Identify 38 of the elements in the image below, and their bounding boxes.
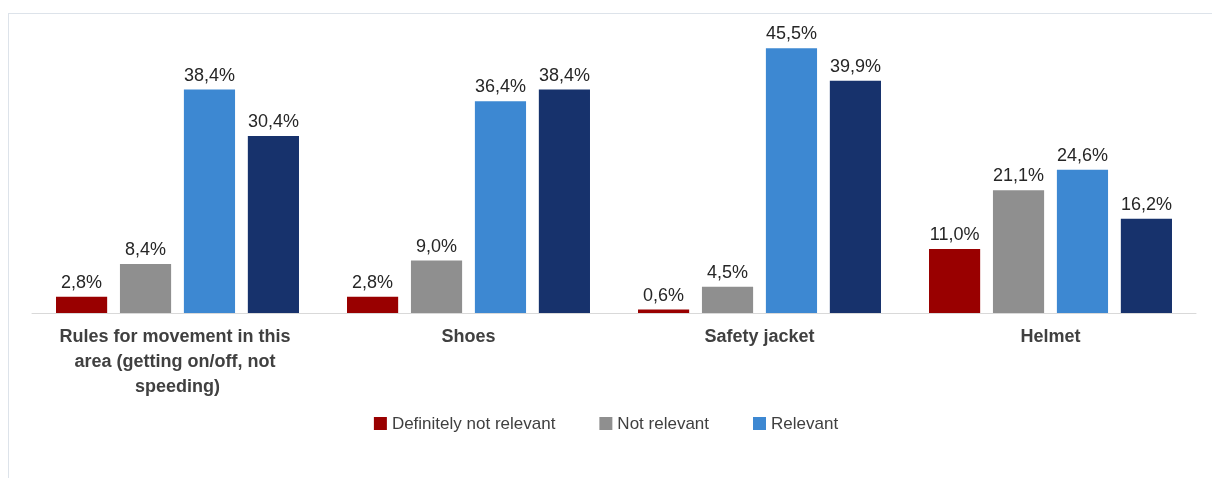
data-label: 2,8%: [61, 271, 103, 292]
data-label: 38,4%: [538, 64, 590, 85]
legend-label: Not relevant: [617, 414, 710, 433]
data-label: 24,6%: [1056, 144, 1108, 165]
data-label: 39,9%: [829, 55, 881, 76]
bar: [474, 101, 527, 313]
data-label: 2,8%: [352, 271, 394, 292]
data-label: 30,4%: [247, 111, 299, 132]
bar: [410, 260, 463, 313]
data-label: 36,4%: [474, 76, 526, 97]
bar: [701, 286, 754, 313]
bar: [929, 248, 981, 313]
data-label: 11,0%: [929, 223, 980, 244]
data-label: 0,6%: [643, 284, 685, 305]
data-label: 21,1%: [993, 165, 1045, 186]
bar: [119, 264, 172, 313]
x-tick-label: Helmet: [1020, 325, 1081, 346]
x-tick-label: Shoes: [441, 325, 496, 346]
bar: [538, 89, 590, 313]
bar: [1056, 169, 1109, 313]
data-label: 38,4%: [183, 64, 235, 85]
legend-label: Relevant: [771, 414, 839, 433]
bar: [56, 296, 108, 313]
bar: [829, 80, 881, 313]
x-tick-label: Rules for movement in this area (getting on/off, not speeding): [59, 325, 296, 396]
bar: [992, 190, 1045, 313]
bar: [1120, 218, 1172, 313]
x-tick-label: Safety jacket: [704, 325, 815, 346]
data-label: 45,5%: [765, 23, 817, 44]
data-label: 4,5%: [707, 261, 749, 282]
bar: [347, 296, 399, 313]
bar: [247, 136, 299, 313]
data-label: 16,2%: [1120, 193, 1172, 214]
bar: [765, 48, 818, 313]
data-label: 9,0%: [416, 235, 458, 256]
bar: [183, 89, 236, 313]
data-label: 8,4%: [125, 239, 167, 260]
legend-label: Definitely not relevant: [391, 414, 556, 433]
